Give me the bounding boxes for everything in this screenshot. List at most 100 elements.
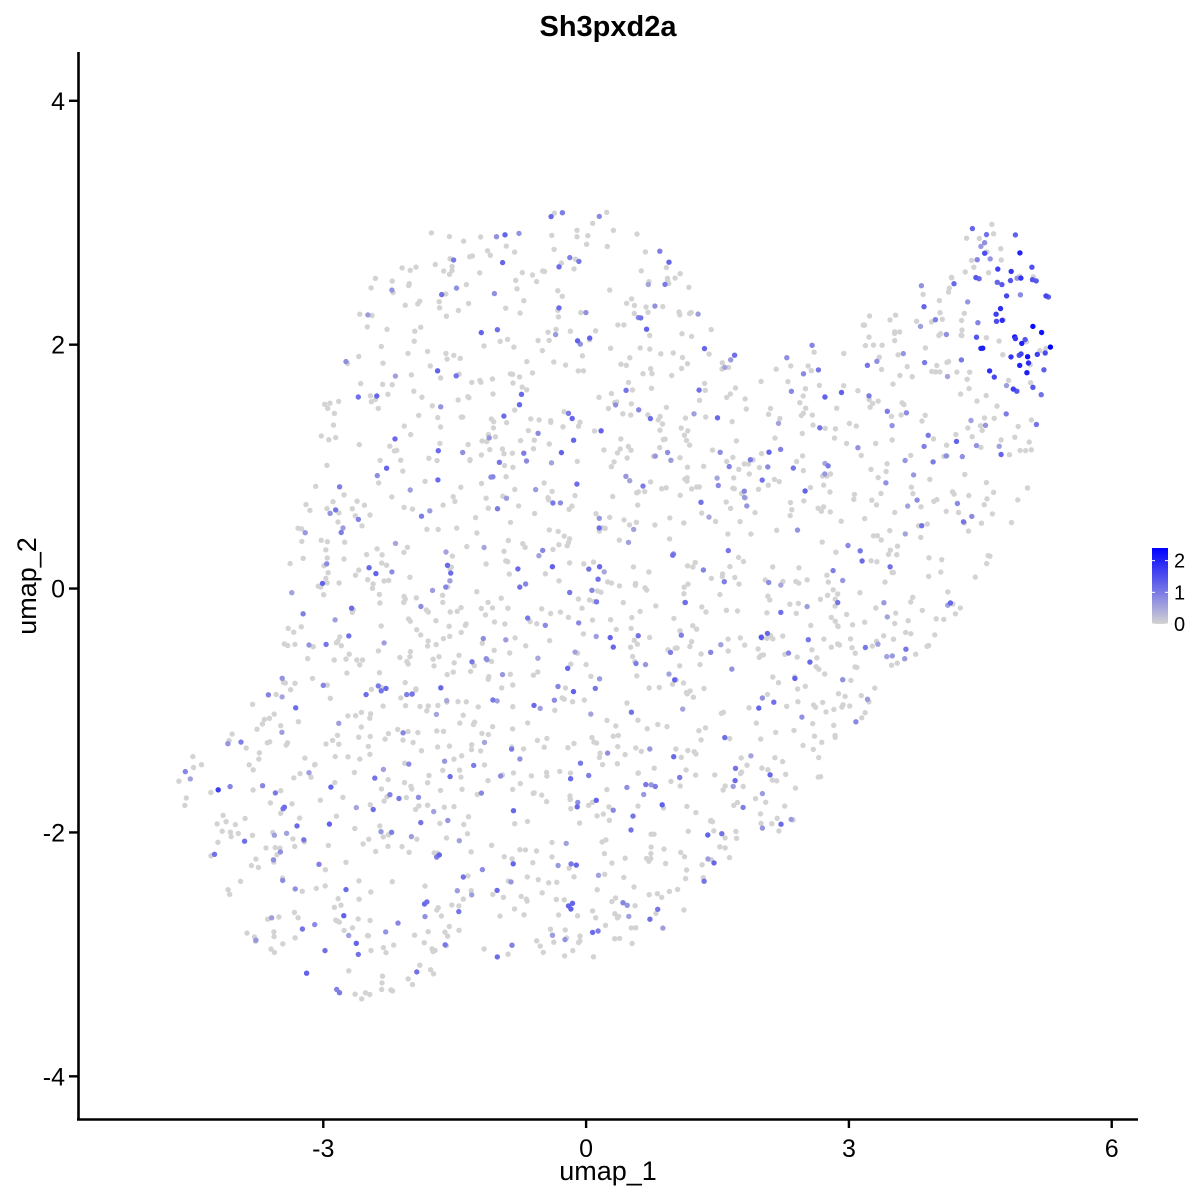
cell-point: [530, 860, 536, 866]
cell-point: [424, 526, 430, 532]
cell-point: [817, 425, 823, 431]
cell-point: [741, 494, 748, 501]
cell-point: [555, 288, 561, 294]
cell-point: [596, 676, 603, 682]
cell-point: [709, 447, 716, 453]
cell-point: [291, 629, 297, 635]
cell-point: [533, 278, 540, 285]
cell-point: [401, 423, 407, 429]
cell-point: [349, 925, 356, 931]
cell-point: [548, 460, 555, 466]
legend-label: 2: [1174, 551, 1185, 573]
cell-point: [575, 368, 581, 374]
cell-point: [866, 313, 873, 319]
cell-point: [287, 687, 294, 693]
cell-point: [346, 651, 352, 657]
cell-point: [824, 592, 831, 598]
cell-point: [840, 677, 846, 683]
cell-point: [514, 286, 520, 292]
cell-point: [972, 574, 978, 580]
cell-point: [446, 623, 452, 629]
cell-point: [238, 739, 244, 745]
cell-point: [958, 357, 965, 363]
cell-point: [796, 565, 802, 571]
cell-point: [513, 277, 519, 283]
cell-point: [922, 345, 929, 351]
cell-point: [425, 638, 431, 644]
cell-point: [443, 549, 449, 555]
cell-point: [411, 932, 418, 938]
cell-point: [711, 828, 717, 834]
cell-point: [374, 472, 380, 479]
cell-point: [385, 391, 391, 397]
cell-point: [580, 631, 587, 637]
cell-point: [778, 582, 784, 588]
cell-point: [800, 393, 806, 399]
cell-point: [633, 745, 639, 751]
cell-point: [825, 463, 831, 469]
cell-point: [719, 360, 725, 366]
cell-point: [512, 407, 518, 413]
cell-point: [989, 511, 996, 517]
cell-point: [539, 792, 545, 798]
cell-point: [857, 590, 863, 596]
cell-point: [772, 435, 778, 441]
cell-point: [549, 488, 555, 495]
cell-point: [572, 492, 578, 499]
cell-point: [647, 916, 653, 922]
cell-point: [358, 724, 364, 730]
cell-point: [391, 942, 397, 948]
cell-point: [752, 509, 758, 516]
cell-point: [884, 408, 890, 414]
cell-point: [373, 848, 379, 855]
cell-point: [690, 623, 696, 629]
cell-point: [254, 726, 260, 732]
cell-point: [540, 547, 546, 554]
cell-point: [409, 981, 416, 988]
cell-point: [379, 560, 385, 566]
cell-point: [785, 650, 792, 656]
cell-point: [943, 508, 949, 514]
cell-point: [919, 418, 925, 424]
cell-point: [478, 329, 484, 336]
cell-point: [1005, 377, 1012, 384]
cell-point: [364, 324, 370, 330]
cell-point: [524, 874, 530, 880]
cell-point: [795, 600, 802, 607]
cell-point: [531, 437, 537, 443]
cell-point: [644, 726, 650, 732]
cell-point: [445, 817, 451, 824]
cell-point: [655, 906, 661, 912]
cell-point: [323, 641, 329, 648]
cell-point: [561, 897, 567, 903]
cell-point: [1008, 354, 1014, 360]
cell-point: [479, 866, 486, 873]
cell-point: [535, 669, 541, 675]
cell-point: [800, 371, 807, 377]
cell-point: [427, 967, 434, 973]
cell-point: [932, 317, 939, 323]
cell-point: [302, 755, 308, 761]
cell-point: [706, 514, 712, 520]
cell-point: [677, 774, 683, 781]
cell-point: [346, 968, 352, 974]
cell-point: [864, 696, 871, 702]
cell-point: [517, 756, 523, 762]
cell-point: [894, 552, 900, 558]
cell-point: [376, 591, 383, 598]
cell-point: [998, 246, 1004, 252]
cell-point: [832, 426, 839, 432]
legend-colorbar: [1152, 548, 1168, 624]
cell-point: [1017, 362, 1023, 369]
cell-point: [322, 883, 328, 889]
cell-point: [741, 488, 747, 494]
cell-point: [589, 908, 596, 914]
cell-point: [248, 862, 255, 869]
cell-point: [801, 498, 807, 504]
cell-point: [446, 271, 453, 277]
cell-point: [402, 679, 408, 686]
cell-point: [510, 380, 516, 386]
cell-point: [569, 900, 576, 906]
cell-point: [606, 817, 613, 823]
cell-point: [918, 504, 924, 510]
